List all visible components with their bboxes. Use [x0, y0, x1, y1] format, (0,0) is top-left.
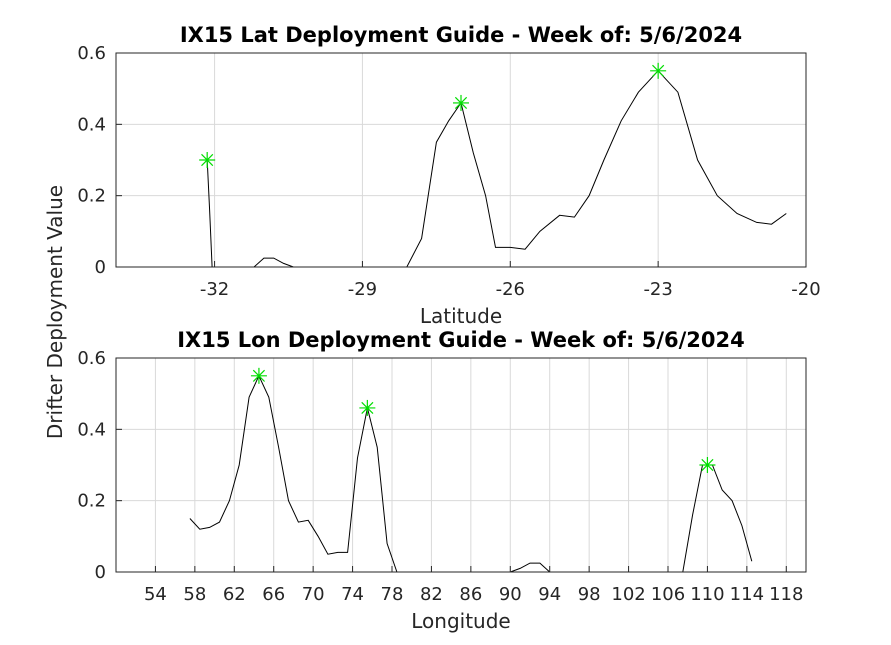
lon-x-tick-label: 78: [381, 584, 404, 605]
lon-x-tick-label: 110: [690, 584, 724, 605]
lon-x-tick-label: 86: [459, 584, 482, 605]
lon-plot-frame: [115, 357, 807, 573]
lat-y-tick-label: 0.6: [77, 43, 106, 64]
lon-x-tick-label: 66: [262, 584, 285, 605]
lon-peak-markers: [250, 367, 716, 473]
lon-peak-marker: [250, 367, 267, 384]
lon-x-tick-label: 70: [302, 584, 325, 605]
lat-y-tick-label: 0.4: [77, 114, 106, 135]
lon-x-tick-label: 58: [183, 584, 206, 605]
lon-chart-title: IX15 Lon Deployment Guide - Week of: 5/6…: [177, 328, 745, 352]
lon-x-axis-label: Longitude: [411, 609, 510, 633]
lat-x-tick-label: -23: [643, 279, 672, 300]
y-axis-label: Drifter Deployment Value: [43, 185, 67, 439]
lon-x-tick-label: 114: [730, 584, 764, 605]
lon-x-tick-label: 74: [341, 584, 364, 605]
lat-y-tick-label: 0.2: [77, 186, 106, 207]
lat-peak-marker: [453, 94, 469, 111]
lat-x-ticks: -32 -29 -26 -23 -20: [200, 261, 821, 300]
lat-x-tick-label: -32: [200, 279, 229, 300]
lat-peak-marker: [199, 152, 216, 168]
lon-y-tick-label: 0.2: [77, 491, 106, 512]
lon-peak-marker: [699, 457, 716, 473]
lon-x-tick-label: 54: [144, 584, 167, 605]
lat-y-ticks: 0 0.2 0.4 0.6: [77, 43, 122, 278]
lon-x-tick-label: 62: [223, 584, 246, 605]
lon-y-tick-label: 0: [95, 562, 106, 583]
lat-x-axis-label: Latitude: [420, 304, 502, 328]
lat-chart: IX15 Lat Deployment Guide - Week of: 5/6…: [77, 23, 820, 328]
lon-x-tick-label: 106: [651, 584, 685, 605]
lon-chart: IX15 Lon Deployment Guide - Week of: 5/6…: [77, 328, 807, 633]
lon-peak-marker: [359, 399, 376, 416]
lat-peak-marker: [650, 62, 667, 79]
lon-y-tick-label: 0.6: [77, 348, 106, 369]
lat-x-tick-label: -26: [496, 279, 525, 300]
lon-x-tick-label: 94: [538, 584, 561, 605]
lat-plot-frame: [115, 52, 807, 268]
lon-x-tick-label: 118: [769, 584, 803, 605]
lat-data-line: [206, 70, 787, 268]
lat-line-series: [206, 70, 787, 268]
lat-x-tick-label: -29: [348, 279, 377, 300]
lat-y-tick-label: 0: [95, 257, 106, 278]
lat-peak-markers: [199, 62, 667, 168]
lat-chart-title: IX15 Lat Deployment Guide - Week of: 5/6…: [180, 23, 742, 47]
lon-y-ticks: 0 0.2 0.4 0.6: [77, 348, 122, 583]
lon-x-tick-label: 82: [420, 584, 443, 605]
lon-y-tick-label: 0.4: [77, 419, 106, 440]
lon-x-tick-label: 98: [578, 584, 601, 605]
lon-line-series: [189, 374, 753, 573]
lon-data-line: [189, 374, 753, 573]
lat-x-tick-label: -20: [791, 279, 820, 300]
lon-x-tick-label: 102: [611, 584, 645, 605]
lon-x-tick-label: 90: [499, 584, 522, 605]
lon-x-ticks: 54 58 62 66 70 74 78 82 86 90 94 98 102 106 110 114 118: [144, 566, 803, 605]
